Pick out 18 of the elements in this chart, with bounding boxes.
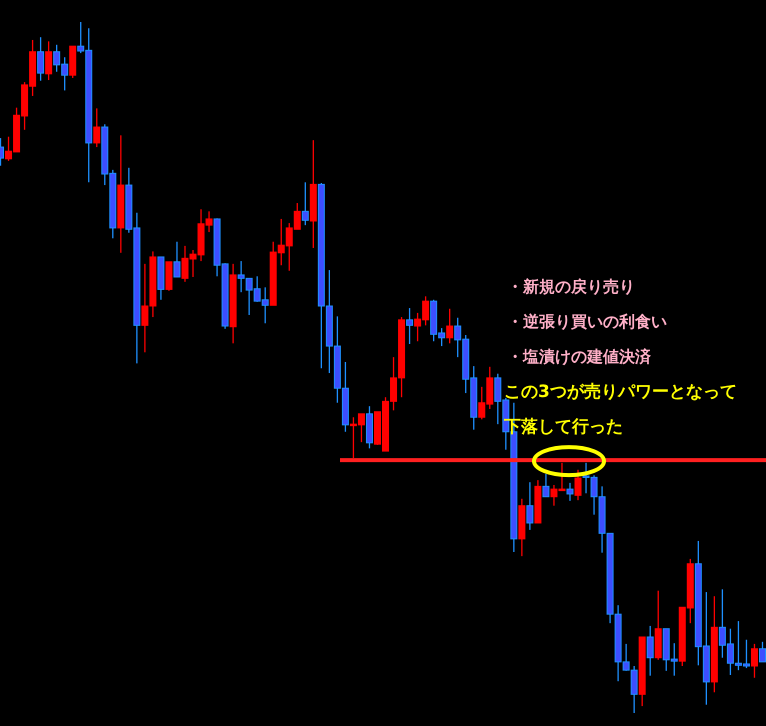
candlestick (446, 308, 454, 344)
annotation: ・塩漬けの建値決済 (507, 347, 652, 366)
candlestick (526, 482, 534, 531)
candlestick (173, 241, 180, 278)
candlestick (406, 307, 414, 345)
candlestick (758, 641, 766, 663)
candlestick (45, 40, 52, 81)
candlestick (750, 643, 758, 678)
annotation: ・新規の戻り売り (507, 277, 635, 296)
annotation: ・逆張り買いの利食い (507, 312, 667, 331)
annotation: この3つが売りパワーとなって (504, 382, 737, 402)
candlestick (542, 473, 550, 498)
candlestick (37, 36, 44, 82)
candlestick (93, 108, 100, 148)
candlestick (574, 469, 582, 501)
candlestick (566, 482, 574, 502)
candlestick (646, 625, 654, 676)
candlestick (302, 182, 309, 226)
